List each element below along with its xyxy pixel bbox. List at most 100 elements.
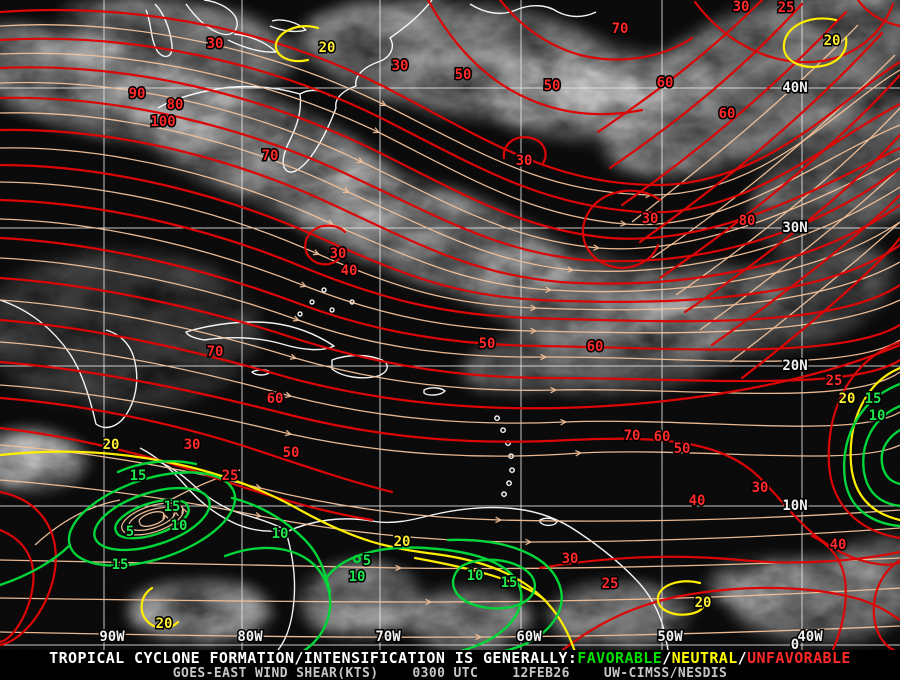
coastline-great-lakes xyxy=(269,19,307,33)
latitude-label: 20N xyxy=(782,358,807,374)
longitude-label: 90W xyxy=(99,629,125,645)
shear-contour-red xyxy=(856,0,900,28)
longitude-label: 80W xyxy=(237,629,263,645)
contour-label: 60 xyxy=(657,75,674,91)
streamline xyxy=(0,557,900,569)
status-separator: / xyxy=(662,649,672,667)
shear-contour-red xyxy=(538,550,900,570)
contour-label: 5 xyxy=(126,524,134,540)
shear-contour-yellow xyxy=(413,556,547,602)
contour-label: 40 xyxy=(341,263,358,279)
contour-label: 15 xyxy=(501,575,518,591)
latitude-label: 0 xyxy=(791,637,799,650)
shear-contour-red xyxy=(0,163,900,303)
contour-label: 50 xyxy=(479,336,496,352)
contour-label: 10 xyxy=(349,569,366,585)
contour-label: 30 xyxy=(330,246,347,262)
status-favorable-text: FAVORABLE xyxy=(577,649,663,667)
streamline xyxy=(138,511,165,527)
formation-status-line: TROPICAL CYCLONE FORMATION/INTENSIFICATI… xyxy=(0,649,900,667)
contour-label: 50 xyxy=(674,441,691,457)
shear-contour-green xyxy=(323,546,523,654)
shear-contour-red xyxy=(0,276,900,383)
data-source: UW-CIMSS/NESDIS xyxy=(603,665,728,680)
shear-contour-red xyxy=(596,0,764,134)
contour-label: 10 xyxy=(272,526,289,542)
contour-label: 60 xyxy=(267,391,284,407)
latitude-label: 40N xyxy=(782,80,807,96)
shear-contour-green xyxy=(352,554,362,564)
status-separator: / xyxy=(737,649,748,667)
contour-label: 70 xyxy=(262,148,279,164)
latitude-label: 10N xyxy=(782,498,807,514)
contour-label: 10 xyxy=(171,518,188,534)
streamline xyxy=(128,507,175,531)
shear-contour-green xyxy=(451,558,537,610)
streamline xyxy=(0,299,900,395)
contour-label: 30 xyxy=(642,211,659,227)
contour-label: 20 xyxy=(839,391,856,407)
valid-date: 12FEB26 xyxy=(512,665,570,680)
contour-label: 25 xyxy=(222,468,239,484)
contour-label: 30 xyxy=(752,480,769,496)
shear-contour-red xyxy=(620,10,848,207)
coastline-trinidad xyxy=(539,517,558,527)
grid-coordinate-labels: 90W 80W 70W 60W 50W 40W 40N 30N 20N 10N 0 xyxy=(98,79,825,655)
streamline xyxy=(121,502,184,536)
contour-label: 60 xyxy=(719,106,736,122)
shear-contour-red xyxy=(0,360,900,566)
shear-contour-red xyxy=(0,128,900,285)
shear-contour-red xyxy=(740,236,900,380)
shear-contour-red xyxy=(0,37,900,214)
shear-contour-green xyxy=(446,538,563,654)
shear-contour-red xyxy=(581,189,662,269)
shear-contour-red xyxy=(426,0,644,116)
shear-contour-red xyxy=(558,586,900,654)
product-name: GOES-EAST WIND SHEAR(KTS) xyxy=(172,665,379,680)
streamline xyxy=(675,107,900,296)
longitude-label: 70W xyxy=(375,629,401,645)
contour-label: 30 xyxy=(207,36,224,52)
contour-label: 30 xyxy=(184,437,201,453)
streamline xyxy=(0,384,900,457)
shear-contour-red xyxy=(0,318,900,410)
contour-label: 50 xyxy=(455,67,472,83)
wind-streamlines xyxy=(0,24,900,637)
contour-label: 25 xyxy=(602,576,619,592)
shear-contour-red xyxy=(658,73,900,280)
contour-label: 90 xyxy=(129,86,146,102)
contour-label: 40 xyxy=(689,493,706,509)
contour-label: 20 xyxy=(103,437,120,453)
shear-contour-red xyxy=(498,0,694,61)
contour-label: 30 xyxy=(392,58,409,74)
shear-contour-red xyxy=(0,490,57,647)
contour-label: 30 xyxy=(733,0,750,15)
contour-label: 70 xyxy=(624,428,641,444)
shear-contour-yellow xyxy=(656,580,708,616)
shear-contour-red xyxy=(0,236,900,351)
shear-contour-red xyxy=(0,528,35,644)
contour-label: 20 xyxy=(156,616,173,632)
contour-label: 10 xyxy=(467,568,484,584)
shear-contour-yellow xyxy=(274,25,320,63)
shear-contour-red xyxy=(502,136,547,165)
contour-label: 30 xyxy=(562,551,579,567)
shear-contour-red xyxy=(693,0,895,64)
contour-label: 15 xyxy=(865,391,882,407)
coastline-south-america-west xyxy=(277,531,296,651)
streamline xyxy=(651,54,896,259)
streamline xyxy=(729,221,900,363)
contour-label: 50 xyxy=(544,78,561,94)
status-prefix-text: TROPICAL CYCLONE FORMATION/INTENSIFICATI… xyxy=(49,649,578,667)
contour-label: 40 xyxy=(830,537,847,553)
status-neutral-text: NEUTRAL xyxy=(671,649,738,667)
shear-contour-green xyxy=(67,471,237,567)
coastline-great-lakes xyxy=(145,3,173,58)
valid-time: 0300 UTC xyxy=(412,665,479,680)
shear-contour-red xyxy=(638,31,884,244)
longitude-label: 40W xyxy=(797,629,823,645)
contour-label: 80 xyxy=(167,97,184,113)
